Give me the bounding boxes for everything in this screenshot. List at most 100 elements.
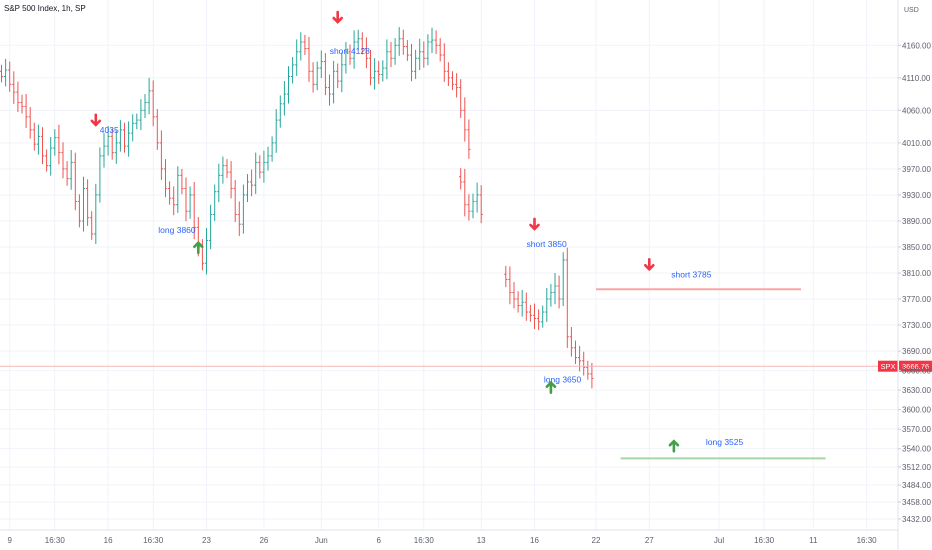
ohlc-bar (434, 30, 438, 55)
ohlc-bar (36, 124, 40, 155)
ohlc-bar (110, 128, 114, 160)
ohlc-bar (475, 182, 479, 213)
ohlc-bar (537, 309, 541, 330)
ohlc-bar (233, 179, 237, 223)
arrow-up-icon (193, 240, 204, 255)
ohlc-bar (20, 94, 24, 114)
ohlc-bar (143, 94, 147, 118)
ohlc-bar (69, 150, 73, 190)
ohlc-bar (348, 44, 352, 65)
y-tick-label: 4010.00 (902, 139, 931, 148)
x-tick-label: 23 (202, 536, 211, 545)
ohlc-bar (459, 79, 463, 118)
ohlc-bar (278, 95, 282, 128)
annotation-label: short 3785 (671, 269, 711, 279)
ohlc-bar (262, 150, 266, 183)
y-tick-label: 3660.00 (902, 367, 931, 376)
ohlc-bar (86, 179, 90, 226)
ohlc-bar (221, 156, 225, 184)
ohlc-bar (541, 305, 545, 328)
ohlc-bar (0, 64, 4, 83)
ohlc-bar (397, 27, 401, 56)
ohlc-bar (118, 120, 122, 152)
ohlc-bar (16, 81, 20, 112)
y-tick-label: 3850.00 (902, 243, 931, 252)
ohlc-bar (254, 152, 258, 194)
annotation-label: long 3525 (706, 437, 744, 447)
ohlc-bar (106, 125, 110, 156)
ohlc-bar (327, 74, 332, 106)
time-axis[interactable]: 9 16:30 16 16:30 23 26 Jun 6 16:30 13 16 22 27 Jul 16:… (0, 529, 898, 545)
ohlc-bar (524, 292, 528, 321)
y-tick-label: 4060.00 (902, 106, 931, 115)
annotation-label: short 4128 (330, 46, 370, 56)
ohlc-bar (155, 109, 159, 150)
annotation: long 3525 (668, 437, 744, 453)
x-tick-label: 13 (477, 536, 486, 545)
ohlc-bar (81, 176, 86, 232)
ohlc-bar (360, 32, 364, 55)
ohlc-bar (373, 58, 377, 90)
ohlc-bar (28, 107, 32, 139)
y-tick-label: 4110.00 (902, 74, 931, 83)
ohlc-bar (381, 60, 385, 82)
ohlc-bar (512, 282, 516, 309)
ohlc-bar (311, 62, 315, 93)
annotation: long 3650 (544, 375, 582, 394)
y-tick-label: 3810.00 (902, 269, 931, 278)
x-tick-label: 16 (530, 536, 539, 545)
ohlc-bar (586, 360, 590, 380)
ohlc-bar (471, 193, 475, 219)
ohlc-bar (557, 275, 561, 309)
ohlc-bar (114, 130, 118, 164)
ohlc-bar (139, 99, 143, 131)
ohlc-bar (209, 204, 213, 250)
ohlc-bar (4, 58, 8, 87)
annotation-label: long 3650 (544, 375, 582, 385)
ohlc-bar (217, 163, 221, 203)
ohlc-bar (463, 97, 467, 142)
annotation: short 3785 (644, 258, 712, 279)
ohlc-bar (385, 39, 389, 80)
y-tick-label: 3484.00 (902, 481, 931, 490)
ohlc-bar (459, 168, 463, 190)
ohlc-bar (8, 61, 12, 92)
ohlc-bar (323, 53, 327, 96)
ohlc-bar (446, 62, 450, 87)
ohlc-bar (45, 149, 49, 172)
annotation: short 4128 (330, 10, 370, 56)
ohlc-bar (176, 166, 180, 213)
ohlc-bar (569, 327, 573, 357)
annotations: 4035 long 3860 short 4128 short 3850 long 36… (90, 10, 744, 453)
x-tick-label: 27 (645, 536, 654, 545)
ohlc-bar (516, 291, 520, 313)
ohlc-bar (352, 30, 356, 69)
y-tick-label: 3512.00 (902, 463, 931, 472)
ohlc-bar (590, 362, 594, 389)
x-tick-label: 26 (259, 536, 268, 545)
ohlc-bar (49, 137, 53, 176)
ohlc-bar (184, 177, 188, 222)
ohlc-bar (545, 287, 549, 322)
annotation-label: long 3860 (158, 225, 196, 235)
ohlc-bar (504, 265, 508, 288)
ohlc-bar (53, 129, 57, 156)
ohlc-bar (12, 71, 16, 104)
ohlc-bar (307, 36, 311, 82)
ohlc-bar (393, 38, 397, 65)
ohlc-bar (151, 80, 155, 127)
ohlc-bar (467, 194, 471, 221)
ohlc-bar (225, 159, 229, 179)
chart-title: S&P 500 Index, 1h, SP (4, 4, 86, 13)
ohlc-bar (237, 201, 241, 236)
ohlc-bar (299, 32, 303, 61)
price-axis[interactable]: 4160.00 4110.00 4060.00 4010.00 3970.00 3930.… (897, 0, 931, 550)
x-tick-label: 22 (592, 536, 601, 545)
x-tick-label: Jun (315, 536, 328, 545)
ohlc-bar (147, 77, 151, 115)
ohlc-bar (61, 142, 65, 179)
currency-label: USD (904, 7, 919, 14)
ohlc-bar (188, 186, 192, 219)
ohlc-bar (90, 211, 94, 240)
ohlc-bar (213, 184, 217, 221)
